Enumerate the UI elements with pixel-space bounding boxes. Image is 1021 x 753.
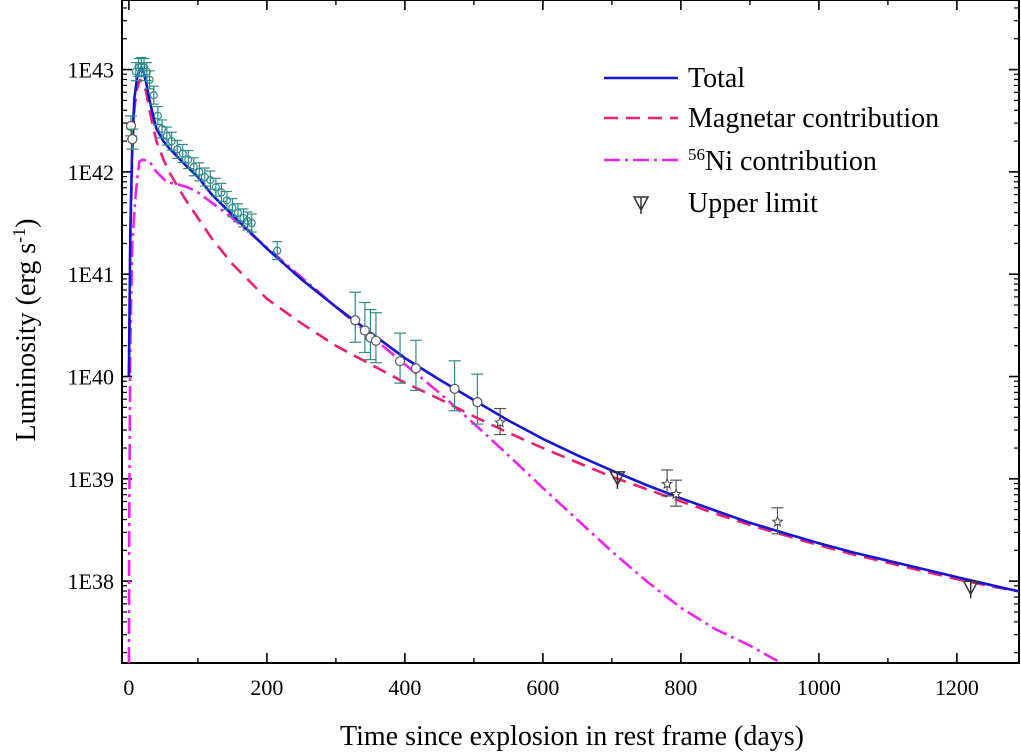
x-tick-label: 600 [526, 675, 559, 700]
detection-point [394, 332, 407, 384]
observation-point [188, 157, 199, 177]
observation-point [210, 177, 221, 197]
y-tick-label: 1E38 [68, 569, 114, 594]
detection-point [349, 291, 362, 343]
upper-limit-point [962, 580, 979, 599]
observation-point [130, 62, 141, 82]
legend-label-total: Total [688, 63, 745, 94]
detection-point [471, 373, 484, 425]
axis-ticks [122, 0, 1019, 663]
legend-label-ni-main: Ni contribution [705, 146, 877, 177]
legend-marker-upper-limit [632, 196, 650, 214]
observation-point [172, 139, 183, 159]
observation-point [205, 170, 216, 190]
observation-point [194, 162, 205, 182]
ni-curve [127, 158, 779, 663]
upper-limit-point [609, 471, 626, 489]
late-detection-point [670, 479, 683, 507]
x-tick-label: 400 [388, 675, 421, 700]
x-tick-label: 1200 [935, 675, 979, 700]
y-tick-label: 1E42 [68, 160, 114, 185]
observation-point [161, 126, 172, 146]
x-tick-label: 800 [664, 675, 697, 700]
observation-point [221, 190, 232, 211]
observation-point [157, 119, 168, 139]
legend-label-upper-limit: Upper limit [688, 188, 818, 219]
legend-label-ni: 56Ni contribution [688, 145, 877, 177]
y-tick-label: 1E41 [68, 262, 114, 287]
late-detection-point [660, 469, 674, 497]
x-axis-title: Time since explosion in rest frame (days… [340, 721, 804, 752]
detection-point [364, 309, 377, 361]
plot-frame [121, 0, 1020, 664]
legend-label-magnetar: Magnetar contribution [688, 103, 939, 134]
observation-point [183, 150, 194, 170]
model-curves [127, 66, 1019, 663]
observation-point [227, 198, 238, 218]
magnetar-curve [127, 78, 1019, 593]
x-tick-label: 1000 [797, 675, 841, 700]
observation-point [148, 85, 159, 105]
observation-point [216, 182, 227, 202]
legend: Total Magnetar contribution 56Ni contrib… [604, 63, 939, 219]
y-tick-label: 1E40 [68, 365, 114, 390]
detection-point [369, 312, 382, 364]
detection-point [448, 360, 461, 412]
x-tick-label: 200 [250, 675, 283, 700]
y-tick-label: 1E39 [68, 467, 114, 492]
axis-tick-labels: 0 200 400 600 800 1000 1200 1E38 1E39 1E40 1E41 1E4… [68, 58, 979, 700]
y-axis-title-sup: -1 [9, 228, 29, 243]
observation-points [124, 56, 979, 599]
detection-point [358, 301, 371, 354]
y-axis-title: Luminosity (erg s-1) [9, 219, 42, 442]
total-curve [127, 66, 1019, 593]
observation-point [152, 106, 163, 126]
legend-label-ni-sup: 56 [688, 145, 705, 164]
observation-point [242, 211, 253, 231]
observation-point [199, 167, 210, 187]
detection-point [126, 128, 139, 150]
detection-point [409, 339, 422, 391]
late-detection-point [494, 407, 507, 436]
detection-point [124, 115, 137, 137]
y-axis-title-close: ) [11, 219, 42, 228]
observation-point [272, 241, 283, 261]
late-detection-point [771, 507, 784, 535]
observation-point [166, 131, 177, 151]
y-tick-label: 1E43 [68, 58, 114, 83]
x-tick-label: 0 [123, 675, 134, 700]
observation-point [232, 203, 243, 223]
observation-point [246, 213, 257, 233]
y-axis-title-main: Luminosity (erg s [11, 243, 42, 442]
